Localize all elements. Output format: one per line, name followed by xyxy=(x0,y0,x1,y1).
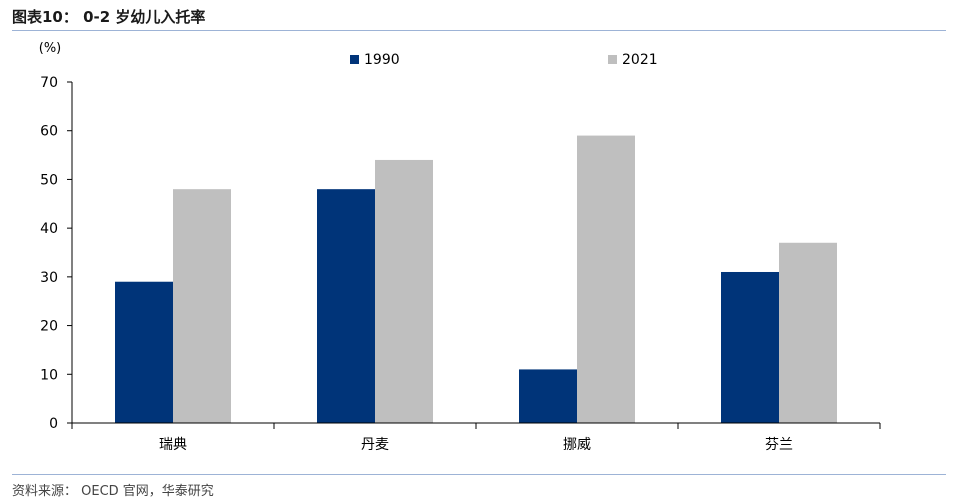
x-tick-label: 芬兰 xyxy=(765,437,793,453)
bar-2021-丹麦 xyxy=(375,159,433,423)
y-tick-label: 40 xyxy=(40,221,58,237)
legend-label-2021: 2021 xyxy=(622,52,658,68)
legend-swatch-1990 xyxy=(350,55,359,64)
y-tick-label: 10 xyxy=(40,367,58,383)
x-tick-label: 挪威 xyxy=(563,437,591,453)
y-tick-label: 30 xyxy=(40,270,58,286)
legend-label-1990: 1990 xyxy=(364,52,400,68)
bar-2021-挪威 xyxy=(577,135,635,424)
bar-2021-芬兰 xyxy=(779,242,837,423)
legend: 1990 2021 xyxy=(350,52,658,68)
chart-title: 图表10： 0-2 岁幼儿入托率 xyxy=(12,8,206,26)
y-tick-label: 50 xyxy=(40,172,58,188)
y-tick-label: 20 xyxy=(40,319,58,335)
x-axis: 瑞典 丹麦 挪威 芬兰 xyxy=(71,422,881,453)
y-axis: 0 10 20 30 40 50 60 70 xyxy=(40,75,73,432)
x-tick-label: 瑞典 xyxy=(159,437,187,453)
bar-1990-丹麦 xyxy=(317,189,375,423)
bar-2021-瑞典 xyxy=(173,189,231,423)
source-note: 资料来源： OECD 官网，华泰研究 xyxy=(12,484,214,499)
bar-1990-挪威 xyxy=(519,369,577,423)
title-divider xyxy=(12,30,946,31)
y-tick-label: 60 xyxy=(40,124,58,140)
x-tick-label: 丹麦 xyxy=(361,437,389,453)
bar-1990-瑞典 xyxy=(115,281,173,423)
y-tick-label: 0 xyxy=(49,416,58,432)
bars xyxy=(115,135,837,424)
y-axis-unit-label: (%) xyxy=(39,41,62,56)
legend-swatch-2021 xyxy=(608,55,617,64)
y-tick-label: 70 xyxy=(40,75,58,91)
bar-1990-芬兰 xyxy=(721,271,779,423)
footer-divider xyxy=(12,474,946,475)
